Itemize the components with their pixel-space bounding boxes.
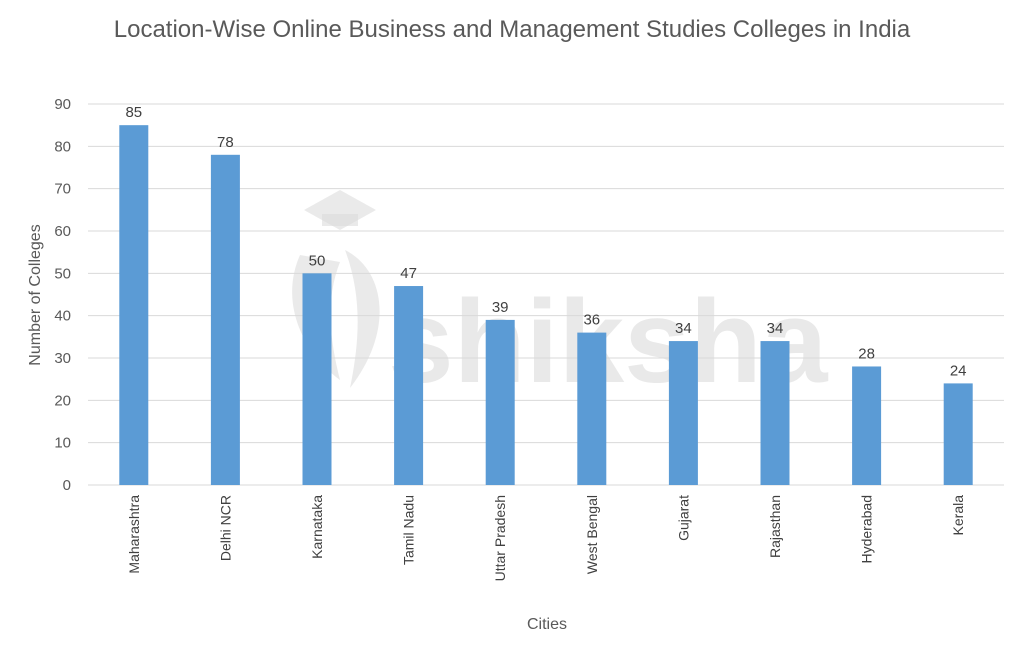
data-label: 34 (675, 320, 692, 337)
data-label: 47 (400, 265, 417, 282)
x-tick-label: Tamil Nadu (401, 495, 417, 565)
data-label: 78 (217, 134, 234, 151)
x-tick-label: Karnataka (309, 495, 325, 559)
x-tick-label: Uttar Pradesh (492, 495, 508, 581)
y-tick-label: 50 (54, 265, 71, 282)
graduation-cap-icon (304, 190, 376, 230)
x-tick-label: Delhi NCR (217, 495, 233, 561)
bar (394, 286, 424, 485)
data-label: 34 (767, 320, 784, 337)
bar (302, 273, 332, 485)
data-label: 85 (125, 104, 142, 121)
x-tick-label: Kerala (950, 495, 966, 536)
x-tick-label: Hyderabad (859, 495, 875, 564)
data-label: 36 (583, 312, 600, 329)
data-label: 24 (950, 362, 967, 379)
watermark-text: shiksha (388, 276, 829, 408)
y-tick-label: 90 (54, 96, 71, 113)
chart-title: Location-Wise Online Business and Manage… (113, 16, 911, 43)
data-label: 28 (858, 345, 875, 362)
y-tick-label: 70 (54, 181, 71, 198)
y-tick-label: 0 (63, 477, 71, 494)
bar (577, 332, 607, 485)
y-tick-label: 20 (54, 392, 71, 409)
shiksha-watermark: shiksha (292, 190, 829, 408)
y-axis-title: Number of Colleges (27, 224, 44, 365)
bar (760, 341, 790, 485)
y-axis-ticks: 0 10 20 30 40 50 60 70 80 90 (54, 96, 71, 494)
x-tick-label: Gujarat (675, 495, 691, 541)
data-labels: 85 78 50 47 39 36 34 34 28 24 (125, 104, 966, 379)
y-tick-label: 80 (54, 138, 71, 155)
x-tick-label: Maharashtra (126, 495, 142, 574)
bar (852, 366, 882, 485)
bar (943, 383, 973, 485)
bar (668, 341, 698, 485)
bar (210, 154, 240, 486)
data-label: 39 (492, 299, 509, 316)
bar (119, 125, 149, 486)
x-tick-label: West Bengal (584, 495, 600, 574)
data-label: 50 (309, 252, 326, 269)
gridlines (88, 103, 1004, 486)
y-tick-label: 60 (54, 223, 71, 240)
bars (119, 125, 973, 486)
y-tick-label: 10 (54, 435, 71, 452)
y-tick-label: 40 (54, 308, 71, 325)
x-axis-ticks: Maharashtra Delhi NCR Karnataka Tamil Nadu U… (126, 495, 966, 582)
y-tick-label: 30 (54, 350, 71, 367)
x-tick-label: Rajasthan (767, 495, 783, 558)
bar (485, 319, 515, 485)
x-axis-title: Cities (527, 616, 567, 633)
